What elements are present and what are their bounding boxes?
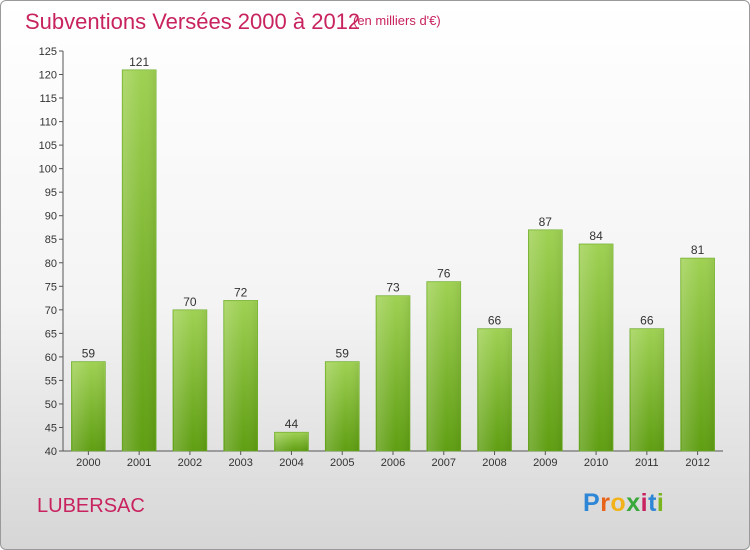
data-label-2005: 59 xyxy=(336,347,350,361)
y-tick-label: 105 xyxy=(39,140,57,152)
y-tick-label: 50 xyxy=(45,399,57,411)
x-tick-label: 2006 xyxy=(381,457,405,469)
y-tick-label: 65 xyxy=(45,328,57,340)
x-tick-label: 2000 xyxy=(76,457,100,469)
bar-shade-2006 xyxy=(377,296,409,451)
bar-shade-2011 xyxy=(630,329,663,451)
y-tick-label: 110 xyxy=(39,117,57,129)
y-tick-label: 70 xyxy=(45,305,57,317)
y-tick-label: 125 xyxy=(39,46,57,58)
x-tick-label: 2008 xyxy=(482,457,506,469)
y-tick-label: 95 xyxy=(45,187,57,199)
y-tick-label: 115 xyxy=(39,93,57,105)
data-label-2003: 72 xyxy=(234,285,248,299)
y-tick-label: 100 xyxy=(39,164,57,176)
data-labels: 59 121 70 72 44 59 73 76 66 87 84 66 81 xyxy=(82,55,705,431)
logo-letter: i xyxy=(656,489,665,517)
bar-shade-2009 xyxy=(529,230,562,451)
x-tick-label: 2005 xyxy=(330,457,354,469)
data-label-2008: 66 xyxy=(488,314,502,328)
x-tick-label: 2004 xyxy=(279,457,303,469)
data-label-2004: 44 xyxy=(285,417,299,431)
unit-note: (en milliers d'€) xyxy=(353,13,441,28)
bar-shade-2008 xyxy=(478,329,511,451)
data-label-2011: 66 xyxy=(640,314,654,328)
city-name: LUBERSAC xyxy=(37,495,145,517)
data-label-2010: 84 xyxy=(589,229,603,243)
data-label-2006: 73 xyxy=(386,281,400,295)
axes: 40 45 50 55 60 65 70 75 80 85 90 95 100 105 110 115 120 1… xyxy=(39,46,723,469)
bar-shade-2005 xyxy=(326,362,359,451)
x-tick-label: 2011 xyxy=(635,457,659,469)
bars xyxy=(71,69,715,452)
data-label-2001: 121 xyxy=(129,55,149,69)
x-tick-label: 2012 xyxy=(685,457,709,469)
bar-shade-2004 xyxy=(275,433,308,451)
x-tick-label: 2007 xyxy=(432,457,456,469)
y-tick-label: 80 xyxy=(45,258,57,270)
x-tick-label: 2002 xyxy=(178,457,202,469)
data-label-2002: 70 xyxy=(183,295,197,309)
logo-letter: t xyxy=(648,489,657,517)
bar-shade-2010 xyxy=(580,244,613,451)
y-tick-label: 90 xyxy=(45,211,57,223)
logo-letter: x xyxy=(626,489,641,517)
data-label-2000: 59 xyxy=(82,347,96,361)
data-label-2007: 76 xyxy=(437,267,451,281)
data-label-2012: 81 xyxy=(691,243,705,257)
bar-shade-2001 xyxy=(123,70,156,451)
bar-shade-2003 xyxy=(224,301,257,451)
x-tick-label: 2003 xyxy=(228,457,252,469)
y-tick-label: 60 xyxy=(45,352,57,364)
bar-shade-2000 xyxy=(72,362,105,451)
chart-title: Subventions Versées 2000 à 2012 xyxy=(25,9,361,34)
x-tick-label: 2009 xyxy=(533,457,557,469)
bar-shade-2007 xyxy=(427,282,460,451)
x-tick-label: 2010 xyxy=(584,457,608,469)
y-tick-label: 120 xyxy=(39,70,57,82)
y-tick-label: 40 xyxy=(45,446,57,458)
x-tick-label: 2001 xyxy=(127,457,151,469)
logo-letter: i xyxy=(640,489,649,517)
y-tick-label: 45 xyxy=(45,422,57,434)
y-tick-label: 55 xyxy=(45,375,57,387)
logo-letter: r xyxy=(600,489,611,517)
bar-shade-2002 xyxy=(173,310,206,451)
logo-letter: o xyxy=(610,489,627,517)
bar-shade-2012 xyxy=(681,259,714,451)
logo-letter: P xyxy=(583,489,601,517)
y-tick-label: 85 xyxy=(45,234,57,246)
y-tick-label: 75 xyxy=(45,281,57,293)
data-label-2009: 87 xyxy=(539,215,553,229)
proxiti-logo: Proxiti xyxy=(583,489,664,518)
